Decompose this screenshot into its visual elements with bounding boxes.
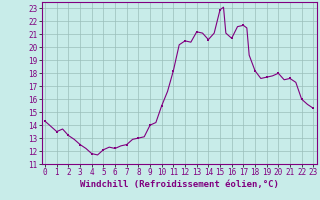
X-axis label: Windchill (Refroidissement éolien,°C): Windchill (Refroidissement éolien,°C) [80,180,279,189]
